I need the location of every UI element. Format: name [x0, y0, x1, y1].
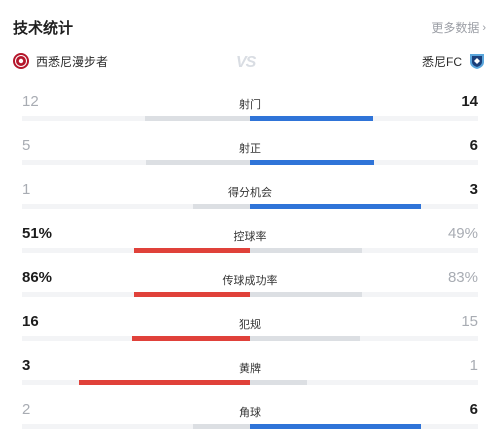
home-stat-value: 3 [22, 357, 31, 374]
home-stat-bar [134, 292, 250, 297]
more-data-label: 更多数据 [431, 21, 480, 35]
away-team-crest-icon [470, 54, 484, 69]
home-stat-value: 5 [22, 137, 31, 154]
home-stat-value: 12 [22, 93, 39, 110]
more-data-link[interactable]: 更多数据 › [431, 19, 486, 36]
home-stat-value: 1 [22, 181, 31, 198]
away-stat-value: 49% [447, 225, 478, 242]
stat-row: 5 射正 6 [0, 126, 500, 170]
stat-label: 控球率 [233, 231, 267, 243]
stat-label: 犯规 [239, 319, 261, 331]
home-stat-bar [146, 160, 250, 165]
stat-row: 2 角球 6 [0, 390, 500, 434]
home-stat-value: 51% [22, 225, 53, 242]
away-stat-value: 14 [461, 93, 478, 110]
stats-header: 技术统计 更多数据 › [0, 0, 500, 50]
home-stat-value: 16 [22, 313, 39, 330]
page-title: 技术统计 [13, 20, 74, 37]
away-stat-bar [250, 336, 360, 341]
home-stat-value: 86% [22, 269, 53, 286]
stat-row: 12 射门 14 [0, 82, 500, 126]
teams-bar: 西悉尼漫步者 VS 悉尼FC [0, 52, 500, 78]
away-stat-value: 6 [469, 401, 478, 418]
stat-row: 16 犯规 15 [0, 302, 500, 346]
away-stat-bar [250, 116, 373, 121]
away-team-name: 悉尼FC [422, 54, 462, 69]
stat-label: 黄牌 [239, 363, 261, 375]
stat-label: 得分机会 [228, 187, 272, 199]
away-stat-bar [250, 248, 362, 253]
vs-label: VS [236, 54, 256, 71]
away-stat-value: 6 [469, 137, 478, 154]
away-team[interactable]: 悉尼FC [422, 52, 486, 70]
away-stat-value: 1 [469, 357, 478, 374]
home-stat-bar [193, 204, 250, 209]
away-stat-bar [250, 380, 307, 385]
home-team[interactable]: 西悉尼漫步者 [12, 52, 108, 70]
home-team-name: 西悉尼漫步者 [36, 54, 109, 69]
away-stat-bar [250, 204, 421, 209]
stat-label: 传球成功率 [222, 275, 278, 287]
stat-label: 角球 [239, 407, 261, 419]
away-stat-bar [250, 292, 362, 297]
chevron-right-icon: › [482, 21, 486, 34]
home-stat-bar [79, 380, 250, 385]
away-stat-bar [250, 424, 421, 429]
home-stat-bar [193, 424, 250, 429]
home-stat-bar [145, 116, 250, 121]
home-stat-value: 2 [22, 401, 31, 418]
away-stat-value: 15 [461, 313, 478, 330]
away-stat-value: 3 [469, 181, 478, 198]
home-team-crest-icon [13, 53, 29, 69]
away-stat-value: 83% [447, 269, 478, 286]
stat-row: 51% 控球率 49% [0, 214, 500, 258]
stat-label: 射门 [239, 99, 261, 111]
home-stat-bar [134, 248, 250, 253]
stat-row: 3 黄牌 1 [0, 346, 500, 390]
stat-row: 1 得分机会 3 [0, 170, 500, 214]
home-stat-bar [132, 336, 250, 341]
away-stat-bar [250, 160, 374, 165]
stat-label: 射正 [239, 143, 261, 155]
stat-row: 86% 传球成功率 83% [0, 258, 500, 302]
